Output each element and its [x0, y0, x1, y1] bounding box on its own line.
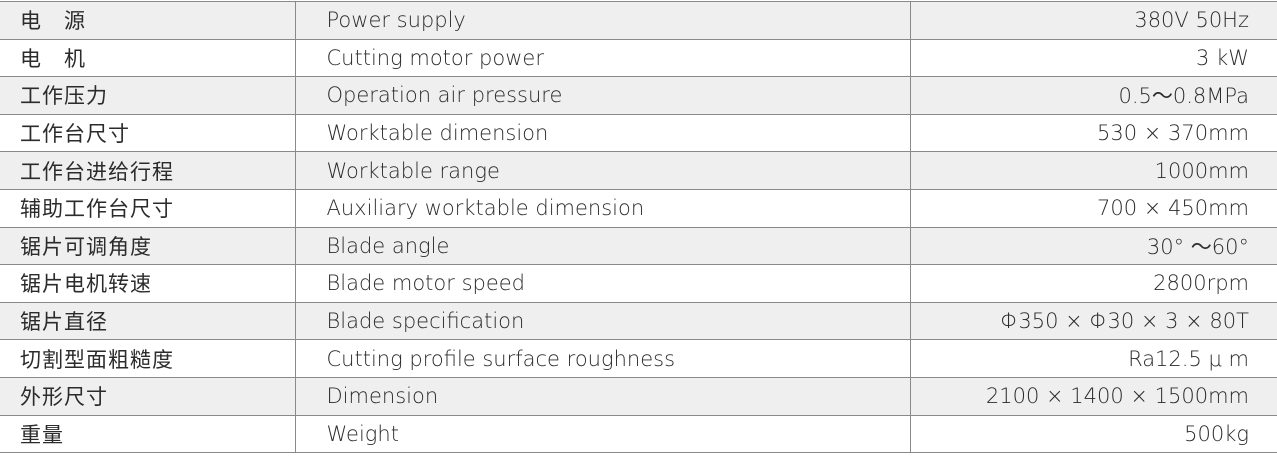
english-label-cell: Blade specification — [295, 301, 911, 341]
spec-table: 电 源 Power supply 380V 50Hz 电 机 Cutting motor… — [0, 1, 1277, 454]
table-row: 重量 Weight 500kg — [0, 414, 1277, 454]
table-row: 辅助工作台尺寸 Auxiliary worktable dimension 700 … — [0, 188, 1277, 228]
chinese-label-cell: 电 源 — [0, 1, 296, 40]
english-label-cell: Worktable dimension — [295, 113, 911, 153]
value-cell: 2100 × 1400 × 1500mm — [910, 376, 1277, 416]
chinese-label-cell: 工作压力 — [0, 76, 296, 115]
english-label-cell: Blade motor speed — [295, 264, 911, 303]
value-cell: 0.5～0.8MPa — [910, 76, 1277, 115]
table-row: 工作台尺寸 Worktable dimension 530 × 370mm — [0, 113, 1277, 153]
value-cell: 380V 50Hz — [910, 1, 1277, 40]
table-row: 切割型面粗糙度 Cutting profile surface roughness… — [0, 339, 1277, 378]
chinese-label-cell: 锯片可调角度 — [0, 226, 296, 266]
value-cell: 530 × 370mm — [910, 113, 1277, 153]
value-cell: Φ350 × Φ30 × 3 × 80T — [910, 301, 1277, 341]
english-label-cell: Auxiliary worktable dimension — [295, 188, 911, 228]
table-row: 电 源 Power supply 380V 50Hz — [0, 1, 1277, 40]
value-cell: Ra12.5 μ m — [910, 339, 1277, 378]
table-row: 外形尺寸 Dimension 2100 × 1400 × 1500mm — [0, 376, 1277, 416]
table-row: 锯片电机转速 Blade motor speed 2800rpm — [0, 264, 1277, 303]
spec-table-body: 电 源 Power supply 380V 50Hz 电 机 Cutting motor… — [0, 1, 1277, 454]
value-cell: 2800rpm — [910, 264, 1277, 303]
english-label-cell: Blade angle — [295, 226, 911, 266]
chinese-label-cell: 辅助工作台尺寸 — [0, 188, 296, 228]
chinese-label-cell: 锯片直径 — [0, 301, 296, 341]
chinese-label-cell: 锯片电机转速 — [0, 264, 296, 303]
table-row: 工作压力 Operation air pressure 0.5～0.8MPa — [0, 76, 1277, 115]
value-cell: 500kg — [910, 414, 1277, 454]
english-label-cell: Dimension — [295, 376, 911, 416]
english-label-cell: Cutting motor power — [295, 38, 911, 78]
english-label-cell: Weight — [295, 414, 911, 454]
chinese-label-cell: 电 机 — [0, 38, 296, 78]
table-row: 电 机 Cutting motor power 3 kW — [0, 38, 1277, 78]
chinese-label-cell: 工作台进给行程 — [0, 151, 296, 190]
table-row: 锯片直径 Blade specification Φ350 × Φ30 × 3 × … — [0, 301, 1277, 341]
chinese-label-cell: 重量 — [0, 414, 296, 454]
english-label-cell: Operation air pressure — [295, 76, 911, 115]
table-row: 工作台进给行程 Worktable range 1000mm — [0, 151, 1277, 190]
value-cell: 30° ～60° — [910, 226, 1277, 266]
english-label-cell: Worktable range — [295, 151, 911, 190]
english-label-cell: Power supply — [295, 1, 911, 40]
value-cell: 1000mm — [910, 151, 1277, 190]
table-row: 锯片可调角度 Blade angle 30° ～60° — [0, 226, 1277, 266]
english-label-cell: Cutting profile surface roughness — [295, 339, 911, 378]
chinese-label-cell: 切割型面粗糙度 — [0, 339, 296, 378]
value-cell: 3 kW — [910, 38, 1277, 78]
value-cell: 700 × 450mm — [910, 188, 1277, 228]
chinese-label-cell: 工作台尺寸 — [0, 113, 296, 153]
chinese-label-cell: 外形尺寸 — [0, 376, 296, 416]
